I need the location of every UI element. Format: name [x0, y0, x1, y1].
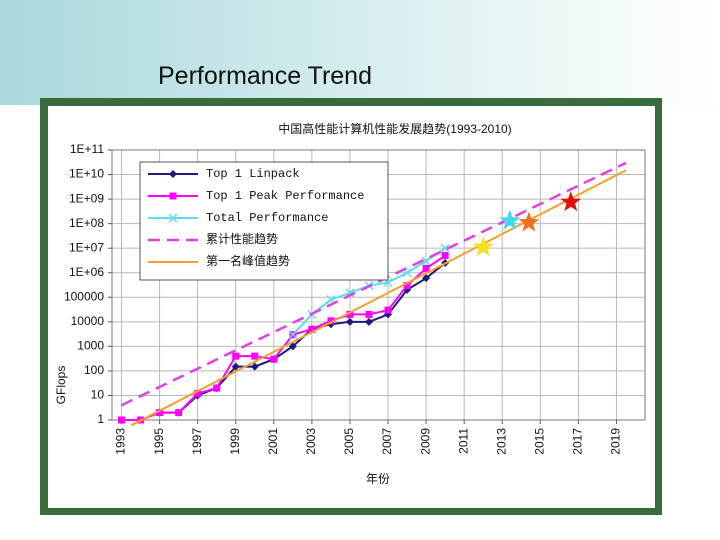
y-tick-label: 1E+06 [69, 265, 104, 279]
star-point [472, 236, 494, 257]
y-axis-label: GFlops [54, 366, 68, 405]
x-tick-label: 2003 [304, 428, 318, 455]
series-line [130, 169, 627, 427]
marker [384, 306, 392, 314]
x-tick-label: 1999 [228, 428, 242, 455]
y-tick-label: 10000 [71, 314, 105, 328]
x-axis-label: 年份 [366, 472, 390, 486]
marker [194, 390, 202, 398]
marker [422, 274, 431, 283]
legend-label: 第一名峰值趋势 [206, 253, 290, 269]
marker [118, 416, 126, 424]
y-tick-label: 1E+11 [70, 142, 104, 156]
chart-title: 中国高性能计算机性能发展趋势(1993-2010) [278, 121, 511, 136]
marker [251, 352, 259, 360]
marker [175, 409, 183, 417]
legend-box [139, 161, 389, 281]
y-tick-label: 100 [84, 363, 104, 377]
marker [213, 384, 221, 392]
marker [440, 243, 450, 253]
y-tick-label: 1E+08 [69, 216, 104, 230]
y-tick-label: 10 [91, 388, 105, 402]
x-tick-label: 2015 [532, 428, 546, 455]
star-point [518, 211, 540, 232]
legend-marker [169, 170, 177, 178]
marker [422, 264, 430, 272]
x-tick-label: 2013 [494, 428, 508, 455]
x-tick-label: 2007 [380, 428, 394, 455]
header-band [0, 0, 720, 105]
marker [156, 409, 164, 417]
marker [288, 330, 298, 340]
marker [308, 325, 316, 333]
y-tick-label: 1 [97, 412, 104, 426]
star-point [499, 209, 521, 230]
marker [250, 362, 259, 371]
legend-marker [168, 213, 178, 223]
legend-label: Total Performance [206, 211, 328, 225]
y-tick-label: 1E+09 [69, 191, 104, 205]
x-tick-label: 2019 [609, 428, 623, 455]
legend-marker [169, 192, 177, 200]
marker [231, 362, 240, 371]
marker [403, 282, 411, 290]
y-tick-label: 1E+10 [69, 167, 104, 181]
marker [364, 317, 373, 326]
legend-label: Top 1 Peak Performance [206, 189, 364, 203]
x-tick-label: 1993 [114, 428, 128, 455]
plot-border [111, 149, 646, 421]
x-tick-label: 2011 [456, 428, 470, 454]
marker [421, 256, 431, 266]
x-tick-label: 2009 [418, 428, 432, 455]
series-line [120, 161, 627, 407]
x-tick-label: 1997 [190, 428, 204, 455]
marker [345, 317, 354, 326]
legend-label: 累计性能趋势 [206, 232, 278, 247]
marker [288, 342, 297, 351]
marker [232, 352, 240, 360]
y-tick-label: 100000 [64, 289, 104, 303]
slide-title: Performance Trend [158, 62, 372, 90]
y-tick-label: 1000 [77, 339, 104, 353]
star-point [560, 191, 582, 212]
x-tick-label: 2001 [266, 428, 280, 455]
legend-label: Top 1 Linpack [206, 167, 300, 181]
x-tick-label: 2017 [571, 428, 585, 455]
marker [270, 355, 278, 363]
marker [441, 252, 449, 260]
marker [346, 310, 354, 318]
x-tick-label: 2005 [342, 428, 356, 455]
y-tick-label: 1E+07 [69, 240, 104, 254]
marker [365, 310, 373, 318]
marker [327, 317, 335, 325]
x-tick-label: 1995 [152, 428, 166, 455]
